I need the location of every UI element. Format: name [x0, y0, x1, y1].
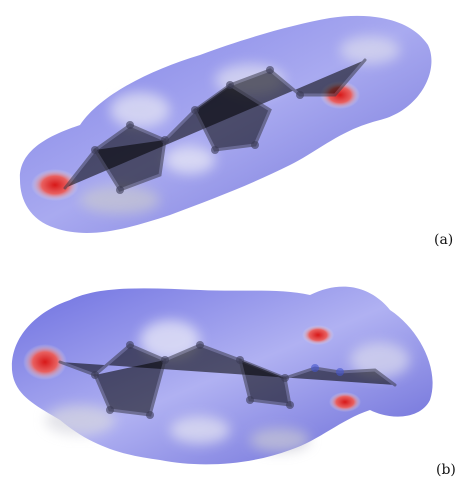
panel-label: (a)	[434, 232, 453, 248]
surface-b	[11, 286, 433, 465]
panel-label: (b)	[436, 462, 456, 478]
contact-spot	[302, 325, 334, 345]
molecule	[63, 58, 367, 194]
contact-spot	[23, 344, 67, 380]
contact-spot	[329, 392, 361, 412]
surface-a	[19, 15, 432, 233]
molecule	[58, 341, 397, 419]
contact-spot	[31, 169, 79, 201]
